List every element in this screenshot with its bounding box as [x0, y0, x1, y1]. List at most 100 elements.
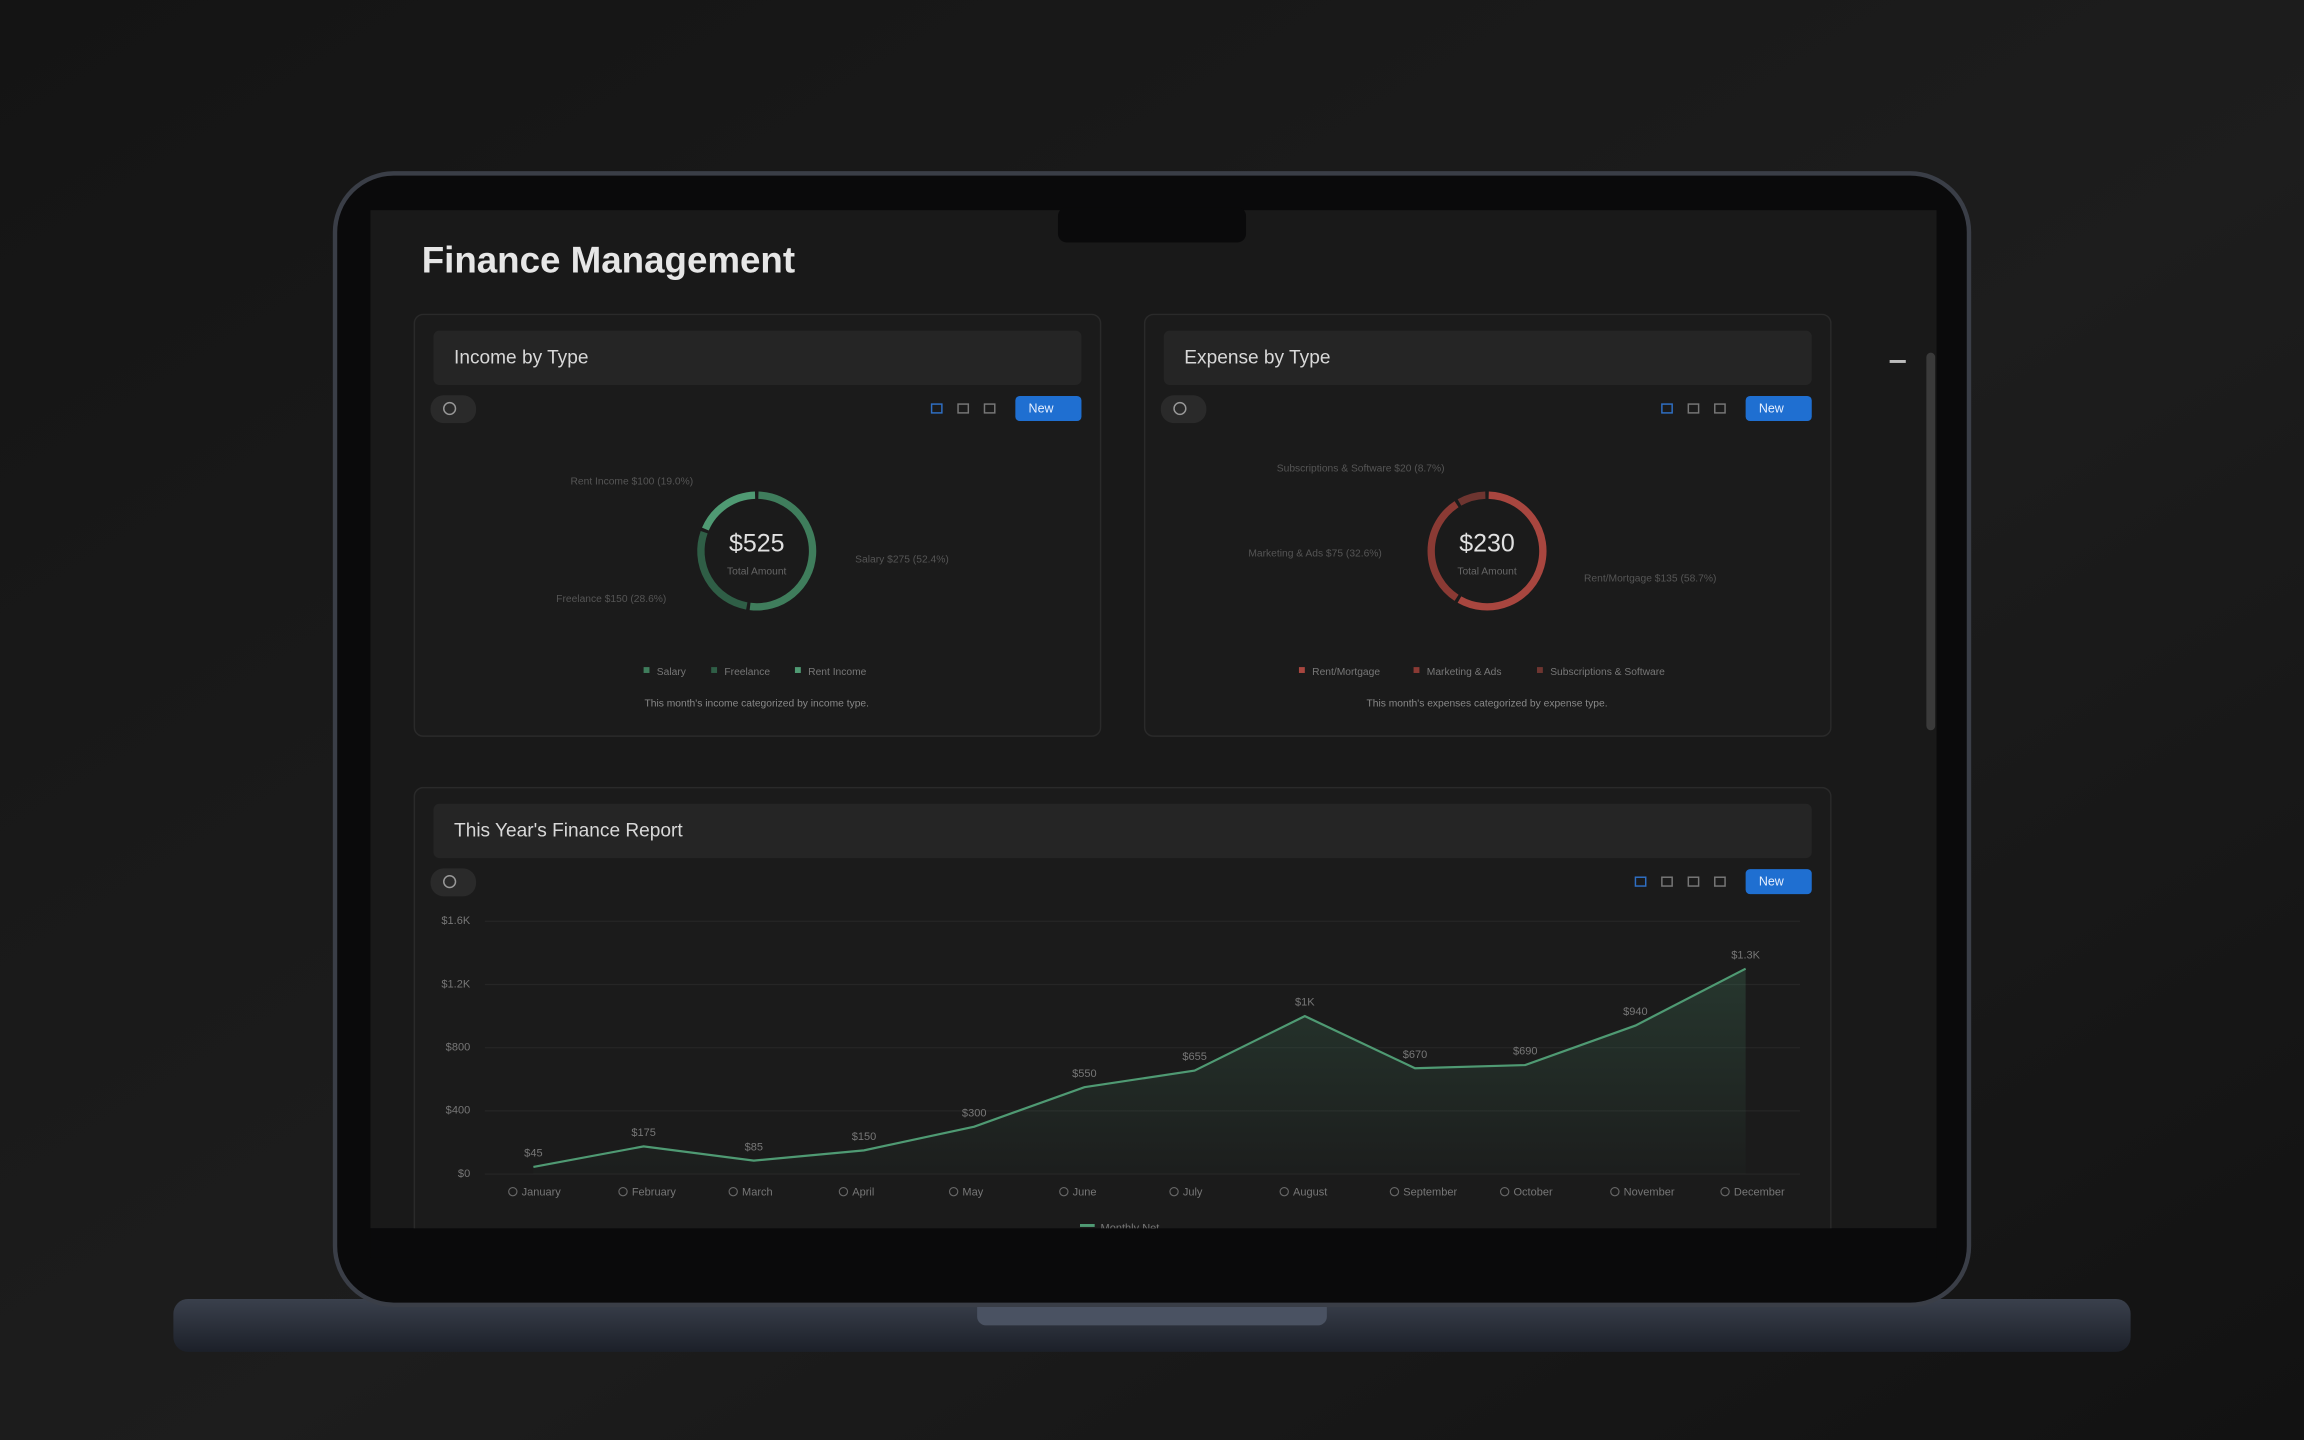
- month-icon: [1279, 1186, 1289, 1197]
- x-tick-label: September: [1403, 1186, 1457, 1198]
- month-icon: [508, 1186, 518, 1197]
- value-label: $175: [631, 1127, 656, 1139]
- clock-icon[interactable]: [443, 875, 457, 889]
- legend-swatch: [1536, 667, 1543, 673]
- value-label: $45: [524, 1148, 542, 1160]
- area: [533, 968, 1746, 1175]
- outline-icon[interactable]: [1889, 360, 1906, 363]
- value-label: $940: [1623, 1006, 1648, 1018]
- toolbar-icon[interactable]: [930, 403, 943, 414]
- donut-total-label: Total Amount: [1457, 566, 1516, 577]
- legend-swatch: [794, 667, 801, 673]
- donut-slice: [1457, 491, 1486, 506]
- donut-total: $230: [1459, 530, 1515, 558]
- month-icon: [1059, 1186, 1069, 1197]
- month-icon: [1720, 1186, 1730, 1197]
- donut-slice: [697, 530, 748, 610]
- month-icon: [728, 1186, 738, 1197]
- view-tab[interactable]: [430, 868, 477, 897]
- month-icon: [948, 1186, 959, 1197]
- toolbar-icon[interactable]: [1687, 403, 1700, 414]
- line: [533, 967, 1747, 1169]
- slice-label: Subscriptions & Software $20 (8.7%): [1277, 463, 1445, 474]
- new-button-label[interactable]: New: [1029, 402, 1055, 416]
- x-tick-label: December: [1734, 1186, 1785, 1198]
- clock-icon[interactable]: [443, 401, 457, 416]
- view-tab[interactable]: [430, 395, 477, 424]
- value-label: $1.3K: [1731, 949, 1760, 961]
- x-tick-label: January: [522, 1186, 562, 1198]
- card: [1143, 313, 1832, 737]
- legend-label: Marketing & Ads: [1427, 667, 1502, 678]
- y-tick-label: $0: [458, 1168, 470, 1180]
- view-tab[interactable]: [1160, 395, 1207, 424]
- new-button-label[interactable]: New: [1759, 402, 1785, 416]
- card-header: [1163, 330, 1812, 385]
- new-button-label[interactable]: New: [1759, 875, 1785, 889]
- toolbar-icon[interactable]: [1634, 876, 1647, 887]
- value-label: $300: [962, 1107, 987, 1119]
- card: [413, 313, 1102, 737]
- value-label: $85: [745, 1141, 763, 1153]
- month-icon: [1169, 1186, 1179, 1197]
- chart-caption: This month's income categorized by incom…: [644, 699, 869, 710]
- x-tick-label: October: [1513, 1186, 1553, 1198]
- new-button[interactable]: [1015, 396, 1082, 421]
- month-icon: [1610, 1186, 1620, 1197]
- card-title: Income by Type: [454, 348, 588, 369]
- x-tick-label: August: [1293, 1186, 1327, 1198]
- toolbar-icon[interactable]: [1661, 403, 1673, 414]
- slice-label: Freelance $150 (28.6%): [556, 594, 666, 605]
- legend-swatch: [1413, 667, 1420, 673]
- y-tick-label: $400: [446, 1105, 471, 1117]
- bottom-bezel: [370, 1228, 1937, 1258]
- value-label: $655: [1182, 1051, 1207, 1063]
- legend-swatch: [1298, 667, 1305, 673]
- legend-label: Freelance: [724, 667, 770, 678]
- chart-caption: This month's expenses categorized by exp…: [1366, 699, 1607, 710]
- y-tick-label: $1.2K: [441, 978, 470, 990]
- card-header: [433, 330, 1082, 385]
- value-label: $670: [1403, 1049, 1428, 1061]
- legend-label: Rent Income: [808, 667, 866, 678]
- toolbar-icon[interactable]: [1714, 403, 1726, 414]
- legend-swatch: [643, 667, 650, 673]
- camera-notch: [1057, 207, 1247, 243]
- month-icon: [1389, 1186, 1400, 1197]
- card-title: Expense by Type: [1184, 348, 1330, 369]
- toolbar-icon[interactable]: [1687, 876, 1700, 887]
- value-label: $1K: [1295, 997, 1315, 1009]
- legend-swatch: [1080, 1224, 1095, 1227]
- legend-label: Monthly Net: [1101, 1222, 1160, 1234]
- screen: Finance Management Income by Type New Sala…: [370, 210, 1937, 1234]
- card-header: [433, 803, 1812, 859]
- slice-label: Salary $275 (52.4%): [855, 555, 949, 566]
- clock-icon[interactable]: [1173, 401, 1187, 416]
- toolbar-icon[interactable]: [957, 403, 970, 414]
- value-label: $690: [1513, 1046, 1538, 1058]
- month-icon: [838, 1186, 849, 1197]
- toolbar-icon[interactable]: [983, 403, 996, 414]
- x-tick-label: June: [1073, 1186, 1097, 1198]
- legend-label: Subscriptions & Software: [1550, 667, 1665, 678]
- toolbar-icon[interactable]: [1661, 876, 1673, 887]
- donut-total: $525: [729, 530, 785, 558]
- x-tick-label: July: [1183, 1186, 1203, 1198]
- slice-label: Marketing & Ads $75 (32.6%): [1248, 549, 1382, 560]
- page-title: Finance Management: [422, 240, 795, 281]
- legend-label: Rent/Mortgage: [1312, 667, 1380, 678]
- x-tick-label: November: [1624, 1186, 1675, 1198]
- donut-slice: [1457, 491, 1547, 611]
- value-label: $150: [852, 1131, 877, 1143]
- toolbar-icon[interactable]: [1714, 876, 1726, 887]
- new-button[interactable]: [1745, 869, 1812, 895]
- y-tick-label: $800: [446, 1042, 471, 1054]
- donut-slice: [702, 491, 756, 531]
- x-tick-label: May: [962, 1186, 983, 1198]
- legend-label: Salary: [657, 667, 687, 678]
- slice-label: Rent Income $100 (19.0%): [570, 477, 693, 488]
- scrollbar[interactable]: [1926, 352, 1936, 731]
- legend-swatch: [711, 667, 718, 673]
- new-button[interactable]: [1745, 396, 1812, 421]
